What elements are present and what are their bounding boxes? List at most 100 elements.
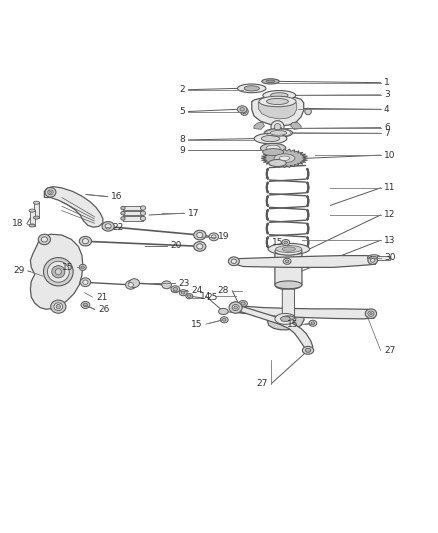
Ellipse shape <box>212 235 216 239</box>
Ellipse shape <box>54 303 63 311</box>
Ellipse shape <box>126 280 136 289</box>
Ellipse shape <box>275 281 302 289</box>
Ellipse shape <box>261 135 280 142</box>
Ellipse shape <box>370 312 372 315</box>
Text: 12: 12 <box>384 211 396 220</box>
Ellipse shape <box>284 241 288 244</box>
Ellipse shape <box>162 281 171 289</box>
Polygon shape <box>261 149 308 168</box>
Text: 4: 4 <box>384 105 390 114</box>
Ellipse shape <box>33 201 39 204</box>
Polygon shape <box>267 309 304 330</box>
Ellipse shape <box>367 255 381 261</box>
Ellipse shape <box>47 261 69 282</box>
Ellipse shape <box>194 241 206 251</box>
Polygon shape <box>30 234 83 309</box>
Text: 8: 8 <box>179 135 185 144</box>
Ellipse shape <box>266 80 275 83</box>
Ellipse shape <box>371 259 375 262</box>
Text: 3: 3 <box>384 91 390 100</box>
Ellipse shape <box>283 316 294 320</box>
Ellipse shape <box>48 190 53 195</box>
Ellipse shape <box>276 246 302 253</box>
Ellipse shape <box>45 188 56 197</box>
Polygon shape <box>123 216 143 221</box>
Ellipse shape <box>254 133 287 144</box>
Ellipse shape <box>33 216 39 219</box>
Ellipse shape <box>55 269 61 275</box>
Polygon shape <box>254 123 265 130</box>
Ellipse shape <box>141 211 146 215</box>
Text: 17: 17 <box>187 209 199 218</box>
Ellipse shape <box>232 304 239 311</box>
Polygon shape <box>275 251 302 289</box>
Ellipse shape <box>311 322 314 325</box>
Text: 18: 18 <box>12 219 23 228</box>
Polygon shape <box>274 127 282 130</box>
Ellipse shape <box>266 145 280 151</box>
Ellipse shape <box>129 279 140 287</box>
Ellipse shape <box>271 120 284 133</box>
Polygon shape <box>123 206 143 210</box>
Ellipse shape <box>365 309 377 318</box>
Ellipse shape <box>209 233 219 241</box>
Ellipse shape <box>43 257 73 286</box>
Ellipse shape <box>234 306 237 309</box>
Text: 30: 30 <box>384 253 396 262</box>
Text: 10: 10 <box>384 151 396 160</box>
Ellipse shape <box>309 320 317 326</box>
Polygon shape <box>230 304 375 319</box>
Text: 15: 15 <box>191 320 202 329</box>
Ellipse shape <box>302 346 314 354</box>
Ellipse shape <box>186 294 193 299</box>
Ellipse shape <box>274 154 295 163</box>
Ellipse shape <box>29 209 35 212</box>
Text: 1: 1 <box>384 78 390 87</box>
Ellipse shape <box>52 265 65 278</box>
Ellipse shape <box>128 282 134 287</box>
Text: 13: 13 <box>384 236 396 245</box>
Polygon shape <box>283 289 294 320</box>
Ellipse shape <box>51 300 66 313</box>
Text: 20: 20 <box>170 241 181 250</box>
Text: 14: 14 <box>200 292 211 301</box>
Text: 21: 21 <box>96 293 107 302</box>
Ellipse shape <box>197 244 203 249</box>
Ellipse shape <box>179 289 187 296</box>
Text: 6: 6 <box>384 123 390 132</box>
Ellipse shape <box>121 212 125 215</box>
Ellipse shape <box>283 258 291 264</box>
Text: 16: 16 <box>111 192 123 201</box>
Ellipse shape <box>279 156 290 160</box>
Polygon shape <box>252 96 304 126</box>
Text: 27: 27 <box>384 346 396 355</box>
Ellipse shape <box>41 237 47 242</box>
Ellipse shape <box>305 108 311 115</box>
Text: 27: 27 <box>257 379 268 388</box>
Ellipse shape <box>194 230 206 240</box>
Ellipse shape <box>274 124 281 130</box>
Ellipse shape <box>102 222 114 231</box>
Ellipse shape <box>371 256 377 259</box>
Ellipse shape <box>81 266 84 269</box>
Text: 29: 29 <box>13 266 24 276</box>
Ellipse shape <box>29 224 35 227</box>
Ellipse shape <box>259 96 296 107</box>
Ellipse shape <box>81 302 90 309</box>
Polygon shape <box>290 123 301 130</box>
Ellipse shape <box>275 247 302 255</box>
Polygon shape <box>377 256 390 260</box>
Ellipse shape <box>241 302 245 305</box>
Ellipse shape <box>141 216 146 221</box>
Text: 28: 28 <box>217 286 229 295</box>
Ellipse shape <box>228 257 239 265</box>
Ellipse shape <box>121 206 125 210</box>
Ellipse shape <box>121 217 125 220</box>
Ellipse shape <box>240 108 248 116</box>
Ellipse shape <box>38 234 50 245</box>
Ellipse shape <box>141 206 146 210</box>
Ellipse shape <box>219 309 228 314</box>
Text: 26: 26 <box>98 305 110 314</box>
Ellipse shape <box>197 232 203 238</box>
Ellipse shape <box>79 264 86 270</box>
